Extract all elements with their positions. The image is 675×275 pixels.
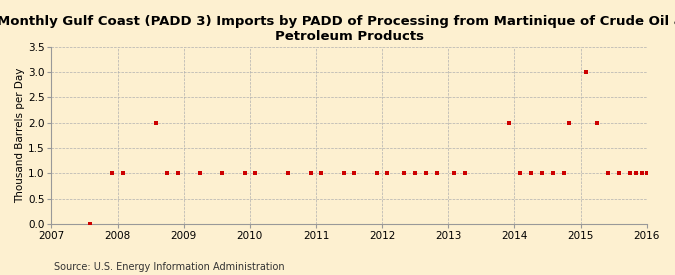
Point (382, 171, 393, 175)
Point (514, 171, 525, 175)
Point (592, 120, 603, 125)
Point (305, 171, 316, 175)
Point (630, 171, 641, 175)
Point (547, 171, 558, 175)
Point (338, 171, 349, 175)
Title: Monthly Gulf Coast (PADD 3) Imports by PADD of Processing from Martinique of Cru: Monthly Gulf Coast (PADD 3) Imports by P… (0, 15, 675, 43)
Point (239, 171, 250, 175)
Point (173, 171, 184, 175)
Point (349, 171, 360, 175)
Point (460, 171, 470, 175)
Point (117, 171, 128, 175)
Point (84, 222, 95, 226)
Text: Source: U.S. Energy Information Administration: Source: U.S. Energy Information Administ… (54, 262, 285, 272)
Point (162, 171, 173, 175)
Point (448, 171, 459, 175)
Point (195, 171, 206, 175)
Point (217, 171, 227, 175)
Point (316, 171, 327, 175)
Y-axis label: Thousand Barrels per Day: Thousand Barrels per Day (15, 68, 25, 203)
Point (537, 171, 547, 175)
Point (371, 171, 382, 175)
Point (580, 70, 591, 75)
Point (432, 171, 443, 175)
Point (526, 171, 537, 175)
Point (283, 171, 294, 175)
Point (107, 171, 117, 175)
Point (504, 120, 514, 125)
Point (250, 171, 261, 175)
Point (399, 171, 410, 175)
Point (421, 171, 432, 175)
Point (410, 171, 421, 175)
Point (151, 120, 161, 125)
Point (625, 171, 636, 175)
Point (636, 171, 647, 175)
Point (614, 171, 624, 175)
Point (603, 171, 614, 175)
Point (641, 171, 652, 175)
Point (559, 171, 570, 175)
Point (564, 120, 575, 125)
